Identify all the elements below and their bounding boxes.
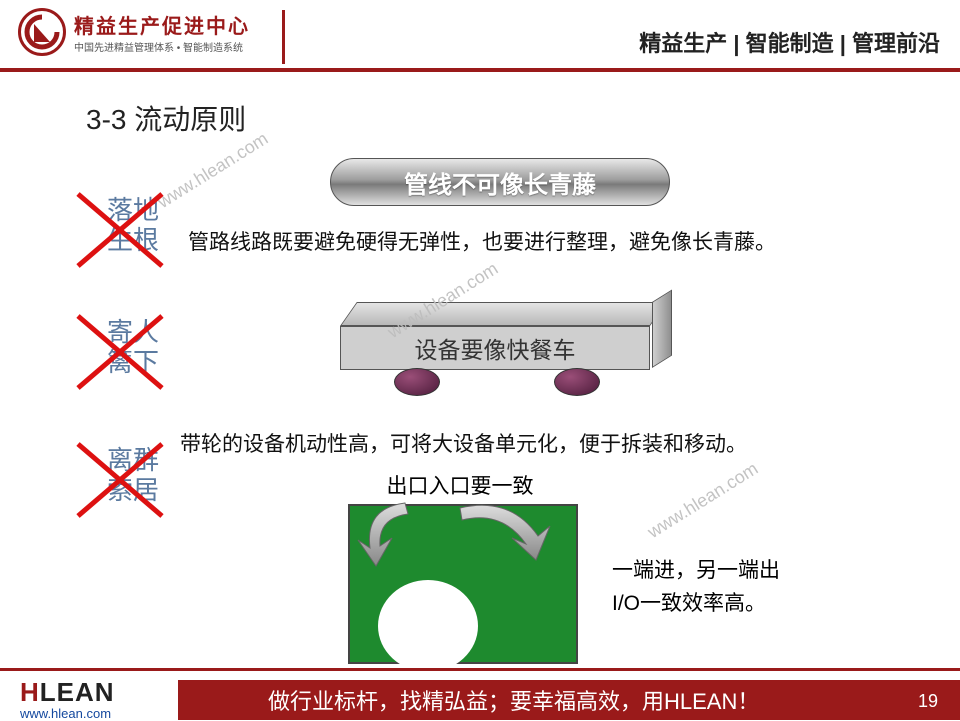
watermark: www.hlean.com [644,458,762,543]
logo-block: 精益生产促进中心 中国先进精益管理体系 • 智能制造系统 [18,8,250,56]
io-arrows-icon [350,488,580,568]
footer-slogan: 做行业标杆，找精弘益；要幸福高效，用HLEAN！ [178,680,960,720]
header-tagline: 精益生产 | 智能制造 | 管理前沿 [639,26,940,58]
cross-icon [70,186,170,274]
body-text-2: 带轮的设备机动性高，可将大设备单元化，便于拆装和移动。 [180,428,747,458]
page-title: 3-3 流动原则 [86,98,246,138]
wheel-icon [394,368,440,396]
body-text-1: 管路线路既要避免硬得无弹性，也要进行整理，避免像长青藤。 [188,226,776,256]
cart-side [652,290,672,368]
cart-diagram: 设备要像快餐车 [340,302,670,397]
footer-url: www.hlean.com [20,706,111,721]
io-box [348,504,578,664]
header-divider [282,10,285,64]
footer: HLEAN www.hlean.com 做行业标杆，找精弘益；要幸福高效，用HL… [0,668,960,720]
footer-logo: HLEAN [20,677,115,708]
cart-top [340,302,667,326]
cart-label: 设备要像快餐车 [340,326,650,370]
header: 精益生产促进中心 中国先进精益管理体系 • 智能制造系统 精益生产 | 智能制造… [0,0,960,72]
io-diagram: 出口入口要一致 [320,470,600,664]
crossed-item-1: 落地 生根 [78,196,188,256]
crossed-item-2: 寄人 篱下 [78,318,188,378]
io-hole [378,580,478,672]
logo-text: 精益生产促进中心 中国先进精益管理体系 • 智能制造系统 [74,10,250,54]
wheel-icon [554,368,600,396]
logo-subtitle: 中国先进精益管理体系 • 智能制造系统 [74,39,250,54]
crossed-item-3: 离群 索居 [78,446,188,506]
logo-title: 精益生产促进中心 [74,10,250,39]
io-caption: 一端进，另一端出 I/O一致效率高。 [612,555,780,620]
cross-icon [70,308,170,396]
page-number: 19 [918,691,938,712]
logo-icon [18,8,66,56]
pill-banner: 管线不可像长青藤 [330,158,670,206]
cross-icon [70,436,170,524]
